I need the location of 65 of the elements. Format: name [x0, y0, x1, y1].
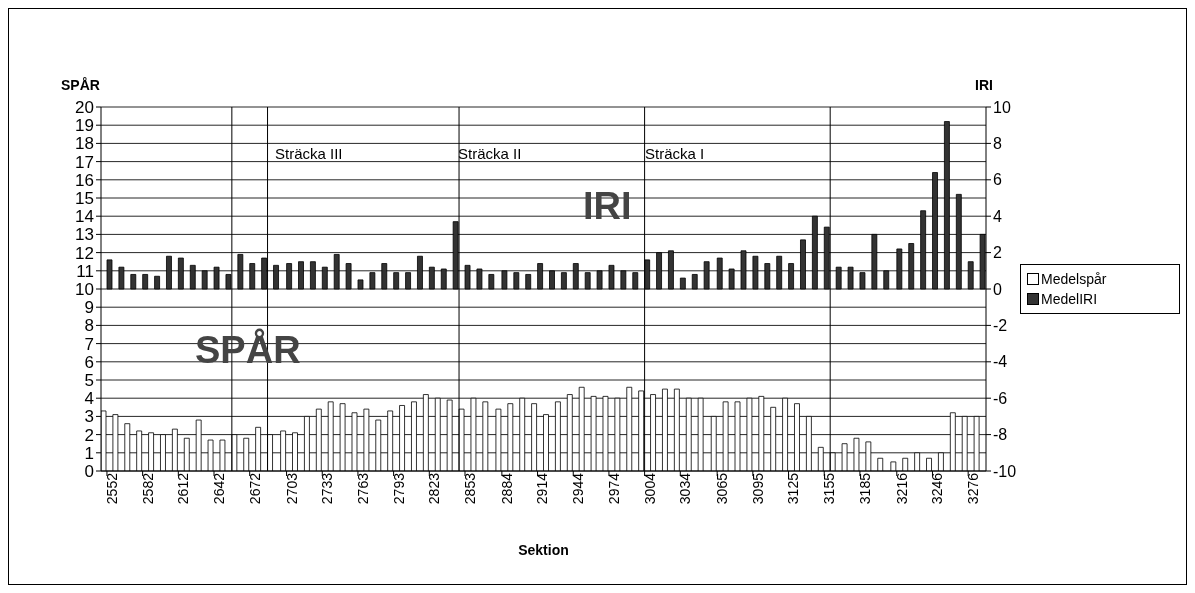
annotation: Sträcka III — [275, 145, 343, 162]
y-tick-label: 2 — [84, 425, 94, 445]
annotation: Sträcka I — [645, 145, 705, 162]
x-tick-label: 2793 — [390, 472, 407, 505]
y2-tick-label: -6 — [993, 389, 1008, 407]
y-tick-label: 9 — [84, 298, 94, 318]
y2-tick-label: 10 — [993, 98, 1011, 116]
y2-tick-label: 2 — [993, 244, 1002, 262]
y-tick-label: 12 — [75, 243, 94, 263]
y-tick-label: 15 — [75, 189, 94, 209]
x-tick-label: 3216 — [893, 472, 910, 505]
legend-label: MedelIRI — [1041, 290, 1098, 309]
y-tick-label: 11 — [76, 261, 94, 281]
y-tick-label: 4 — [84, 389, 94, 409]
x-tick-label: 2672 — [246, 472, 263, 505]
y-tick-label: 10 — [75, 280, 94, 300]
x-tick-label: 3004 — [641, 472, 658, 505]
y-tick-label: 1 — [84, 443, 94, 463]
x-tick-label: 3185 — [856, 472, 873, 505]
x-axis-title: Sektion — [518, 542, 569, 558]
x-tick-label: 2552 — [103, 472, 120, 505]
x-tick-label: 3095 — [749, 472, 766, 505]
y-tick-label: 18 — [75, 134, 94, 154]
x-tick-label: 2763 — [354, 472, 371, 505]
y-tick-label: 5 — [84, 371, 94, 391]
y2-tick-label: 8 — [993, 135, 1002, 153]
x-tick-label: 2733 — [319, 472, 336, 505]
y-tick-label: 0 — [84, 462, 94, 482]
y-tick-label: 14 — [75, 207, 94, 227]
annotation: Sträcka II — [458, 145, 522, 162]
y-tick-label: 7 — [84, 334, 94, 354]
x-tick-label: 2703 — [283, 472, 300, 505]
y2-tick-label: -8 — [993, 426, 1008, 444]
y2-tick-label: 0 — [993, 280, 1002, 298]
y-tick-label: 16 — [75, 170, 94, 190]
y-axis-title: SPÅR — [61, 77, 100, 93]
y2-tick-label: -10 — [993, 462, 1017, 480]
y-tick-label: 17 — [75, 152, 94, 172]
y-tick-label: 13 — [75, 225, 94, 245]
x-tick-label: 3155 — [821, 472, 838, 505]
y2-axis-title: IRI — [975, 77, 993, 93]
x-tick-label: 2853 — [461, 472, 478, 505]
legend-label: Medelspår — [1041, 270, 1107, 289]
x-tick-label: 3276 — [965, 472, 982, 505]
y2-tick-label: -2 — [993, 317, 1008, 335]
x-tick-label: 2823 — [426, 472, 443, 505]
x-tick-label: 3246 — [929, 472, 946, 505]
x-tick-label: 3125 — [785, 472, 802, 505]
y-tick-label: 20 — [75, 98, 94, 118]
y-tick-label: 8 — [84, 316, 94, 336]
x-tick-label: 2974 — [605, 472, 622, 505]
y2-tick-label: -4 — [993, 353, 1008, 371]
x-tick-label: 2582 — [139, 472, 156, 505]
y2-tick-label: 4 — [993, 207, 1002, 225]
y-tick-label: 19 — [75, 116, 94, 136]
x-tick-label: 2914 — [534, 472, 551, 505]
x-tick-label: 3065 — [714, 472, 731, 505]
x-tick-label: 2642 — [210, 472, 227, 505]
y2-tick-label: 6 — [993, 171, 1002, 189]
x-tick-label: 2612 — [175, 472, 192, 505]
y-tick-label: 6 — [84, 352, 94, 372]
x-tick-label: 2884 — [498, 472, 515, 505]
x-tick-label: 2944 — [570, 472, 587, 505]
y-tick-label: 3 — [84, 407, 94, 427]
x-tick-label: 3034 — [677, 472, 694, 505]
